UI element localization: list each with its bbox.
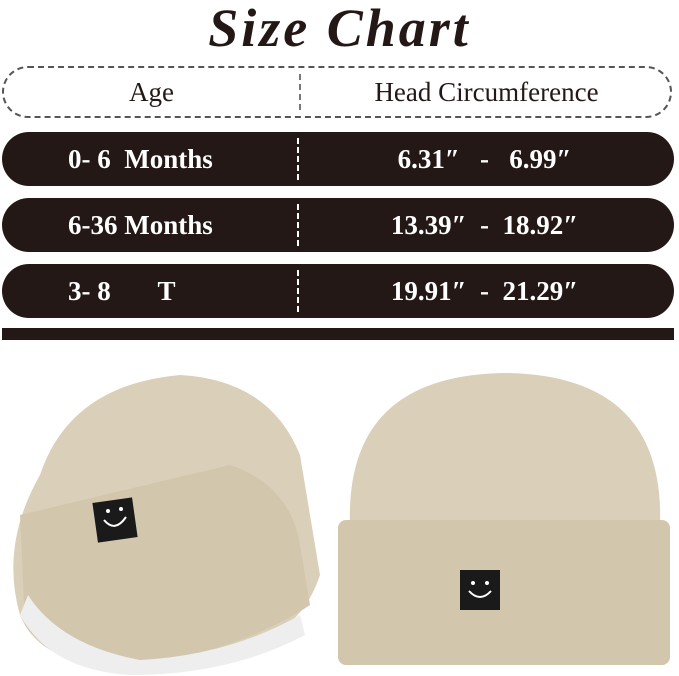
header-age: Age (129, 76, 174, 107)
age-cell: 0- 6 Months (68, 143, 213, 174)
range-cell: 6.31″ - 6.99″ (397, 143, 572, 174)
table-row: 3- 8 T 19.91″ - 21.29″ (2, 264, 674, 318)
divider (299, 74, 301, 110)
divider (297, 204, 299, 246)
divider (297, 270, 299, 312)
product-images (13, 373, 670, 675)
header-head-circumference: Head Circumference (374, 76, 599, 107)
range-cell: 13.39″ - 18.92″ (390, 209, 579, 240)
smiley-patch-icon (460, 570, 500, 610)
beanie-front-view (338, 373, 670, 665)
page-title: Size Chart (208, 0, 471, 58)
table-row: 0- 6 Months 6.31″ - 6.99″ (2, 132, 674, 186)
separator-bar (2, 328, 674, 340)
divider (297, 138, 299, 180)
beanie-angled-view (13, 375, 320, 675)
range-cell: 19.91″ - 21.29″ (390, 275, 579, 306)
table-header: Age Head Circumference (2, 66, 672, 118)
age-cell: 6-36 Months (68, 209, 213, 240)
age-cell: 3- 8 T (68, 275, 176, 306)
smiley-patch-icon (92, 497, 138, 543)
table-row: 6-36 Months 13.39″ - 18.92″ (2, 198, 674, 252)
